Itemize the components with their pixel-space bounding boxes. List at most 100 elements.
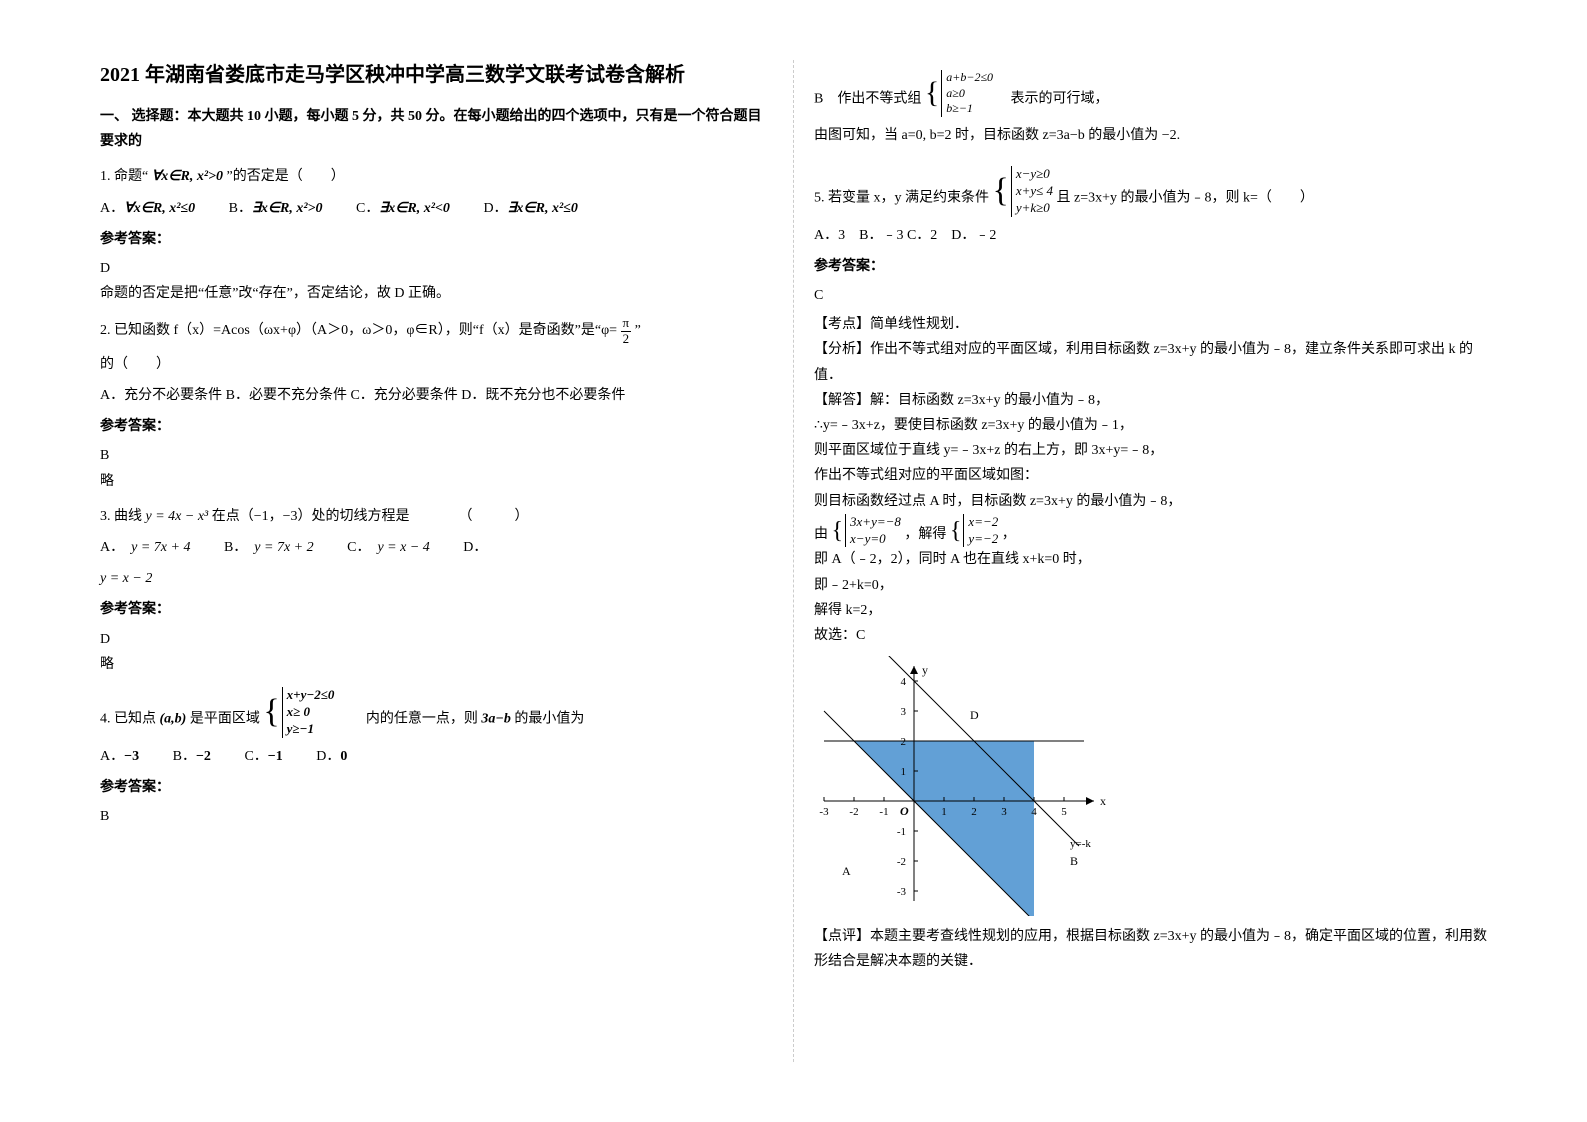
q1-opt-c-math: ∃x∈R, x²<0 xyxy=(379,201,450,216)
q3-opt-d: D． xyxy=(463,535,487,560)
q4-opt-b-val: −2 xyxy=(196,749,211,764)
q3-opt-a: A． y = 7x + 4 xyxy=(100,535,190,560)
c2-c3: b≥−1 xyxy=(946,101,973,115)
q4-math2: 3a−b xyxy=(481,711,510,726)
q3-opt-b-math: y = 7x + 2 xyxy=(254,540,313,555)
q5-l4: 则目标函数经过点 A 时，目标函数 z=3x+y 的最小值为﹣8， xyxy=(814,489,1487,514)
q5-c1: x−y≥0 xyxy=(1016,166,1050,181)
q4-answer-label: 参考答案： xyxy=(100,775,773,800)
c2-c1: a+b−2≤0 xyxy=(946,70,993,84)
q4-opt-c-val: −1 xyxy=(268,749,283,764)
q2-prompt: 2. 已知函数 f（x）=Acos（ωx+φ）（A＞0，ω＞0，φ∈R），则“f… xyxy=(100,323,617,338)
q2-answer-text: 略 xyxy=(100,469,773,494)
q5-l1: ∴y=﹣3x+z，要使目标函数 z=3x+y 的最小值为﹣1， xyxy=(814,413,1487,438)
q3-suffix: 在点（−1，−3）处的切线方程是 （ ） xyxy=(212,509,529,524)
q2-suffix: ” xyxy=(635,323,641,338)
q5-l6: 即 A（﹣2，2），同时 A 也在直线 x+k=0 时， xyxy=(814,547,1487,572)
q1-options: A．∀x∈R, x²≤0 B．∃x∈R, x²>0 C．∃x∈R, x²<0 D… xyxy=(100,196,773,221)
page-title: 2021 年湖南省娄底市走马学区秧冲中学高三数学文联考试卷含解析 xyxy=(100,60,773,90)
q4-opt-d: D．0 xyxy=(316,744,347,769)
q1-opt-d: D．∃x∈R, x²≤0 xyxy=(483,196,577,221)
q5-dp: 【点评】本题主要考查线性规划的应用，根据目标函数 z=3x+y 的最小值为﹣8，… xyxy=(814,924,1487,974)
c2-brace: { a+b−2≤0 a≥0 b≥−1 xyxy=(925,70,993,117)
q1-opt-a-math: ∀x∈R, x²≤0 xyxy=(124,201,195,216)
svg-text:-2: -2 xyxy=(849,806,858,818)
svg-text:2: 2 xyxy=(901,736,907,748)
q3-opt-b: B． y = 7x + 2 xyxy=(224,535,314,560)
q5-jd: 【解答】解：目标函数 z=3x+y 的最小值为﹣8， xyxy=(814,388,1487,413)
q5-c3: y+k≥0 xyxy=(1016,200,1050,215)
q1-opt-c: C．∃x∈R, x²<0 xyxy=(356,196,450,221)
q3-opt-c: C． y = x − 4 xyxy=(347,535,430,560)
svg-text:A: A xyxy=(842,864,851,878)
q5-kd: 【考点】简单线性规划． xyxy=(814,312,1487,337)
q4-c3: y≥−1 xyxy=(287,721,314,736)
q5-l5: 由 { 3x+y=−8 x−y=0 ，解得 { x=−2 y=−2 ， xyxy=(814,514,1487,548)
svg-text:4: 4 xyxy=(901,676,907,688)
q3-answer-text: 略 xyxy=(100,652,773,677)
q4-prefix: 4. 已知点 xyxy=(100,711,156,726)
q5-c2: x+y≤ 4 xyxy=(1016,183,1053,198)
question-3: 3. 曲线 y = 4x − x³ 在点（−1，−3）处的切线方程是 （ ） xyxy=(100,504,773,529)
svg-text:3: 3 xyxy=(1001,806,1007,818)
svg-text:y: y xyxy=(922,663,928,677)
q4-opt-c: C．−1 xyxy=(244,744,282,769)
q5-l5-mid: ，解得 xyxy=(904,527,946,542)
svg-text:O: O xyxy=(900,804,909,818)
svg-text:2: 2 xyxy=(971,806,977,818)
svg-text:-1: -1 xyxy=(897,826,906,838)
question-4: 4. 已知点 (a,b) 是平面区域 { x+y−2≤0 x≥ 0 y≥−1 内… xyxy=(100,687,773,738)
q5-l3: 作出不等式组对应的平面区域如图： xyxy=(814,463,1487,488)
q2-frac-num: π xyxy=(621,316,632,331)
q3-answer: D 略 xyxy=(100,627,773,677)
c2-l1-suffix: 表示的可行域， xyxy=(997,91,1109,106)
c2-l2: 由图可知，当 a=0, b=2 时，目标函数 z=3a−b 的最小值为 −2. xyxy=(814,123,1487,148)
q2-line2: 的（ ） xyxy=(100,352,773,377)
q4-opt-b: B．−2 xyxy=(173,744,211,769)
q2-fraction: π 2 xyxy=(621,316,632,346)
q1-answer-letter: D xyxy=(100,256,773,281)
q2-frac-den: 2 xyxy=(621,332,632,346)
q5-l2: 则平面区域位于直线 y=﹣3x+z 的右上方，即 3x+y=﹣8， xyxy=(814,438,1487,463)
q4-math1: (a,b) xyxy=(160,711,187,726)
svg-text:-3: -3 xyxy=(897,886,907,898)
svg-text:1: 1 xyxy=(941,806,947,818)
q5-s2b: y=−2 xyxy=(968,531,998,546)
q5-s1a: 3x+y=−8 xyxy=(850,514,901,529)
q4-options: A．−3 B．−2 C．−1 D．0 xyxy=(100,744,773,769)
question-1: 1. 命题“ ∀x∈R, x²>0 ”的否定是（ ） xyxy=(100,164,773,189)
svg-text:-3: -3 xyxy=(819,806,829,818)
q3-math: y = 4x − x³ xyxy=(146,509,209,524)
question-5: 5. 若变量 x，y 满足约束条件 { x−y≥0 x+y≤ 4 y+k≥0 且… xyxy=(814,166,1487,217)
q1-math: ∀x∈R, x²>0 xyxy=(152,169,223,184)
section-heading: 一、 选择题：本大题共 10 小题，每小题 5 分，共 50 分。在每小题给出的… xyxy=(100,104,773,154)
q3-opt-a-math: y = 7x + 4 xyxy=(131,540,190,555)
q1-opt-d-math: ∃x∈R, x²≤0 xyxy=(508,201,578,216)
svg-text:-1: -1 xyxy=(879,806,888,818)
q5-answer-label: 参考答案： xyxy=(814,254,1487,279)
q4-brace: { x+y−2≤0 x≥ 0 y≥−1 xyxy=(263,687,334,738)
q5-l5-suffix: ， xyxy=(1002,527,1016,542)
q5-l5-prefix: 由 xyxy=(814,527,828,542)
q5-brace: { x−y≥0 x+y≤ 4 y+k≥0 xyxy=(993,166,1054,217)
q1-suffix: ”的否定是（ ） xyxy=(227,169,345,184)
question-2: 2. 已知函数 f（x）=Acos（ωx+φ）（A＞0，ω＞0，φ∈R），则“f… xyxy=(100,316,773,346)
q3-opt-d-math: y = x − 2 xyxy=(100,566,773,591)
q4-c2: x≥ 0 xyxy=(287,704,310,719)
q1-opt-a: A．∀x∈R, x²≤0 xyxy=(100,196,195,221)
q4-suffix2: 的最小值为 xyxy=(514,711,584,726)
q5-l9: 故选：C xyxy=(814,623,1487,648)
q2-answer: B 略 xyxy=(100,443,773,493)
q5-l7: 即﹣2+k=0， xyxy=(814,573,1487,598)
q5-suffix: 且 z=3x+y 的最小值为﹣8，则 k=（ ） xyxy=(1057,190,1314,205)
q5-fx: 【分析】作出不等式组对应的平面区域，利用目标函数 z=3x+y 的最小值为﹣8，… xyxy=(814,337,1487,387)
svg-text:x: x xyxy=(1100,794,1106,808)
svg-text:D: D xyxy=(970,708,979,722)
q1-answer-label: 参考答案： xyxy=(100,227,773,252)
q4-mid: 是平面区域 xyxy=(190,711,260,726)
q1-answer-text: 命题的否定是把“任意”改“存在”，否定结论，故 D 正确。 xyxy=(100,281,773,306)
q5-prefix: 5. 若变量 x，y 满足约束条件 xyxy=(814,190,989,205)
q1-answer: D 命题的否定是把“任意”改“存在”，否定结论，故 D 正确。 xyxy=(100,256,773,306)
c2-c2: a≥0 xyxy=(946,86,965,100)
q4-suffix: 内的任意一点，则 xyxy=(338,711,478,726)
